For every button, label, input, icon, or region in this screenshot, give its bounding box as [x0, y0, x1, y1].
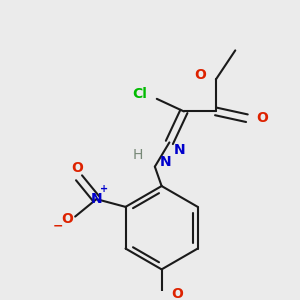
Text: O: O: [256, 111, 268, 125]
Text: N: N: [160, 155, 171, 169]
Text: N: N: [91, 192, 102, 206]
Text: O: O: [194, 68, 206, 82]
Text: +: +: [100, 184, 108, 194]
Text: O: O: [71, 161, 83, 175]
Text: O: O: [171, 286, 183, 300]
Text: H: H: [132, 148, 142, 162]
Text: Cl: Cl: [132, 87, 147, 101]
Text: −: −: [52, 220, 63, 233]
Text: O: O: [61, 212, 73, 226]
Text: N: N: [174, 143, 186, 157]
